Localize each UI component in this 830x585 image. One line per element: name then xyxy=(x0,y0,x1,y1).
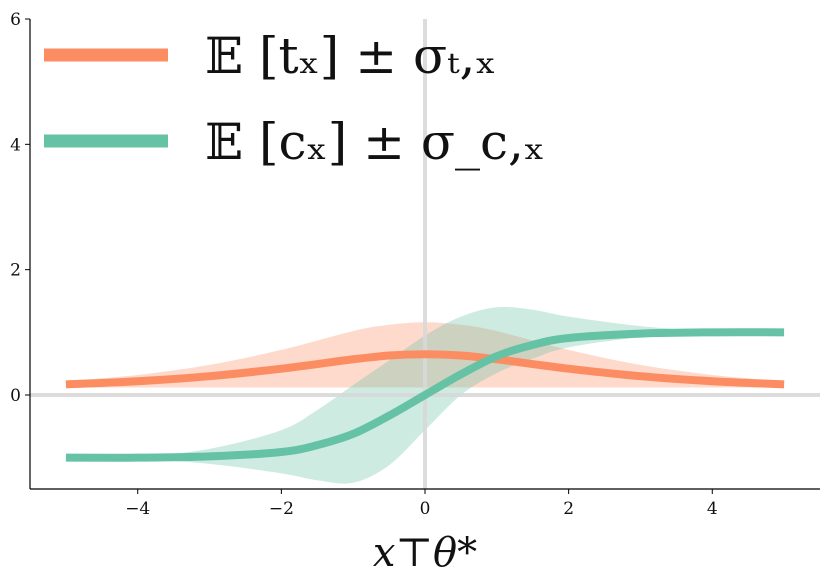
series-lines xyxy=(65,328,785,462)
x-tick-label: 4 xyxy=(707,499,718,519)
line-series-1 xyxy=(65,350,785,389)
x-tick-label: −4 xyxy=(125,499,150,519)
x-tick-label: 0 xyxy=(420,499,431,519)
y-tick-label: 6 xyxy=(10,10,21,30)
legend-label-1: 𝔼 [tₓ] ± σₜ,ₓ xyxy=(205,27,497,85)
line-series-2 xyxy=(65,328,785,462)
legend: 𝔼 [tₓ] ± σₜ,ₓ 𝔼 [cₓ] ± σ_c,ₓ xyxy=(44,27,545,171)
x-tick-label: −2 xyxy=(269,499,294,519)
y-ticks: 0 2 4 6 xyxy=(10,10,30,406)
x-ticks: −4 −2 0 2 4 xyxy=(125,489,718,519)
y-tick-label: 0 xyxy=(10,386,21,406)
y-tick-label: 2 xyxy=(10,261,21,281)
y-tick-label: 4 xyxy=(10,135,21,155)
legend-label-2: 𝔼 [cₓ] ± σ_c,ₓ xyxy=(205,113,545,171)
x-axis-label: x⊤θ* xyxy=(373,530,477,576)
x-tick-label: 2 xyxy=(563,499,574,519)
